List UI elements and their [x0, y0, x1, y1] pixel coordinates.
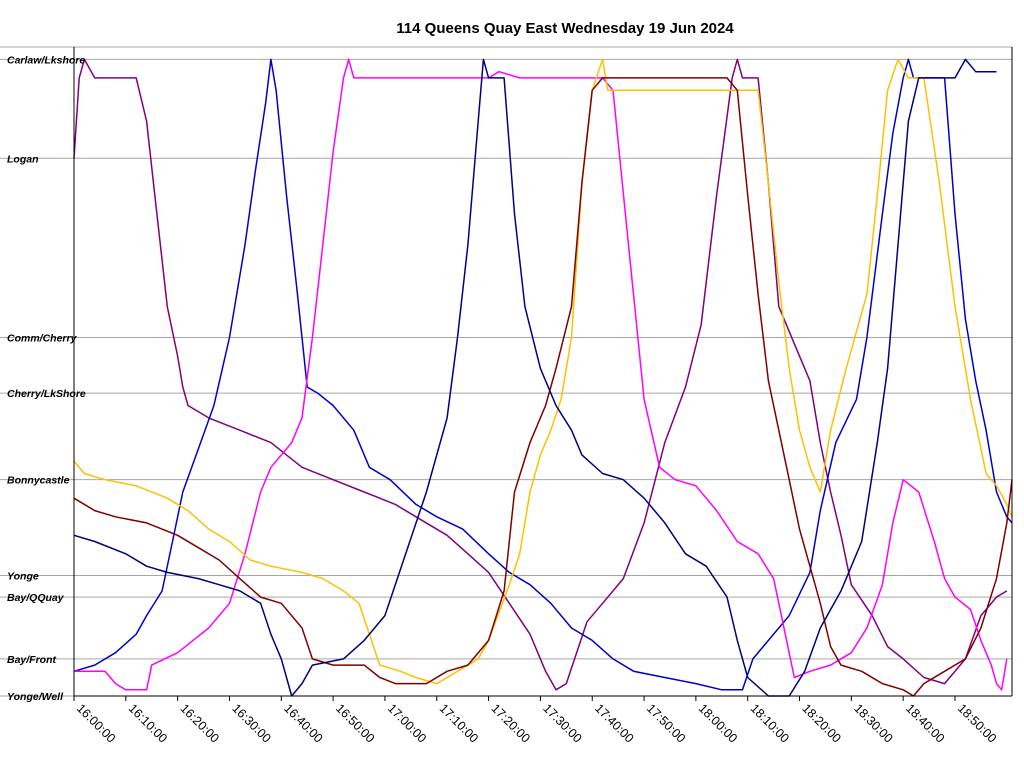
vehicle-trace [73, 58, 1013, 691]
stop-labels: Carlaw/Lkshore Logan Comm/Cherry Cherry/LkS… [7, 54, 86, 703]
time-tick-label: 16:50:00 [333, 701, 377, 745]
vehicle-trace [74, 58, 1008, 691]
stop-label: Comm/Cherry [7, 333, 78, 345]
time-tick-label: 17:20:00 [488, 701, 532, 745]
time-tick-label: 18:50:00 [955, 701, 999, 745]
stop-label: Bay/Front [7, 654, 57, 666]
time-tick-label: 16:40:00 [281, 701, 325, 745]
time-labels: 16:00:00 16:10:00 16:20:00 16:30:00 16:40:00… [74, 701, 999, 745]
axes [73, 47, 1013, 701]
stop-label: Logan [7, 153, 39, 165]
stop-label: Yonge [7, 570, 39, 582]
time-tick-label: 18:30:00 [851, 701, 895, 745]
vehicle-trace [73, 77, 1013, 697]
time-tick-label: 17:30:00 [540, 701, 584, 745]
vehicle-trace [73, 58, 1008, 691]
chart-title: 114 Queens Quay East Wednesday 19 Jun 20… [396, 20, 734, 37]
stop-label: Cherry/LkShore [7, 388, 86, 400]
time-tick-label: 17:50:00 [644, 701, 688, 745]
time-tick-label: 16:20:00 [178, 701, 222, 745]
stop-label: Carlaw/Lkshore [7, 54, 85, 66]
stop-label: Bay/QQuay [7, 592, 65, 604]
time-tick-label: 16:30:00 [229, 701, 273, 745]
time-tick-label: 17:00:00 [385, 701, 429, 745]
time-tick-label: 16:10:00 [126, 701, 170, 745]
time-tick-label: 17:40:00 [592, 701, 636, 745]
stop-label: Yonge/Well [7, 691, 64, 703]
time-tick-label: 18:20:00 [799, 701, 843, 745]
time-tick-label: 17:10:00 [437, 701, 481, 745]
vehicle-traces [73, 58, 1013, 697]
time-tick-label: 16:00:00 [74, 701, 118, 745]
vehicle-trace [73, 58, 1013, 685]
vehicle-trace [73, 58, 997, 697]
stop-label: Bonnycastle [7, 475, 70, 487]
time-tick-label: 18:00:00 [696, 701, 740, 745]
time-tick-label: 18:40:00 [903, 701, 947, 745]
time-tick-label: 18:10:00 [748, 701, 792, 745]
